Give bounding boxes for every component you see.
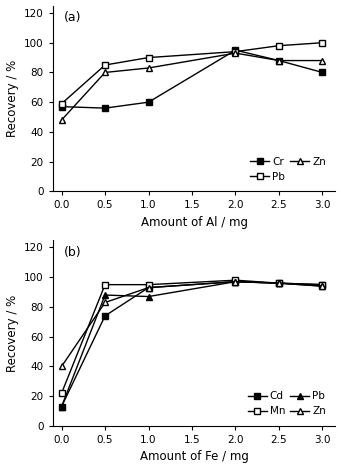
X-axis label: Amount of Al / mg: Amount of Al / mg [141, 216, 248, 229]
X-axis label: Amount of Fe / mg: Amount of Fe / mg [140, 450, 249, 463]
Y-axis label: Recovery / %: Recovery / % [5, 60, 18, 137]
Text: (b): (b) [64, 246, 82, 258]
Legend: Cd, Mn, Pb, Zn: Cd, Mn, Pb, Zn [244, 387, 330, 421]
Legend: Cr, Pb, Zn: Cr, Pb, Zn [246, 152, 330, 186]
Y-axis label: Recovery / %: Recovery / % [5, 295, 18, 371]
Text: (a): (a) [64, 11, 82, 24]
